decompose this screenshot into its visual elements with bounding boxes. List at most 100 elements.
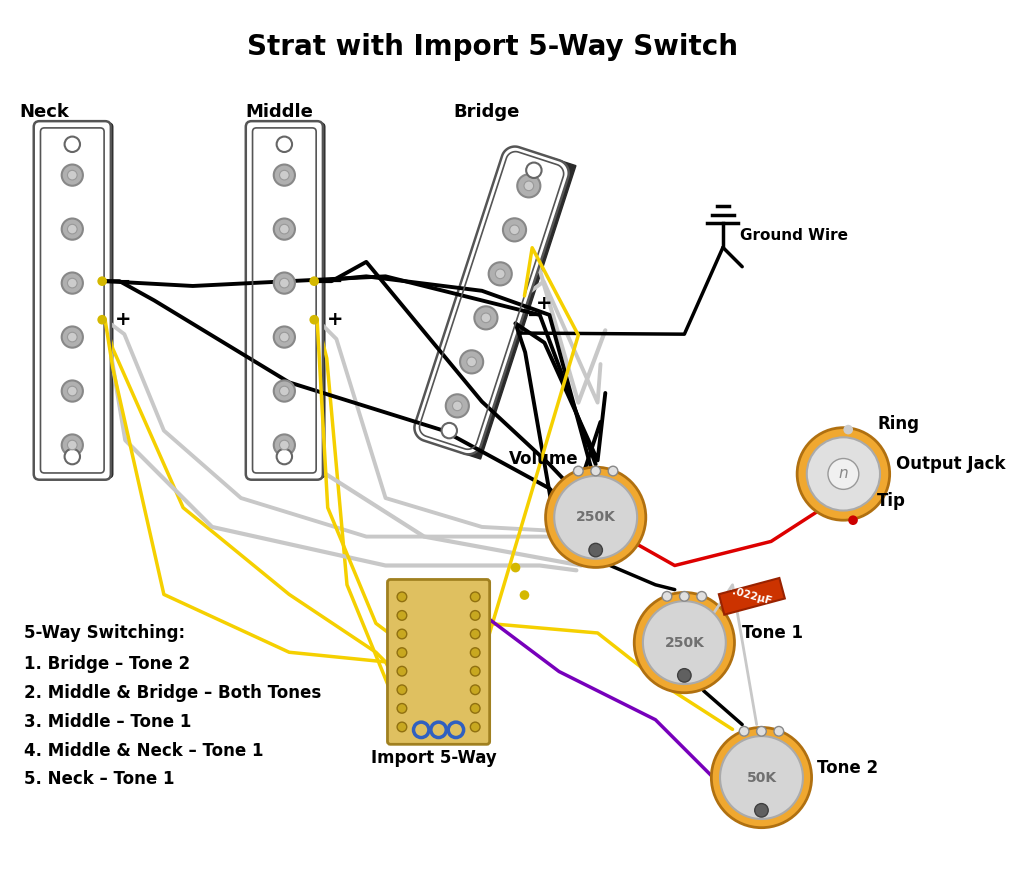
Circle shape — [67, 332, 78, 342]
Circle shape — [280, 386, 289, 396]
Circle shape — [460, 350, 483, 373]
Circle shape — [643, 601, 726, 684]
Circle shape — [397, 592, 406, 601]
Circle shape — [61, 326, 83, 347]
Circle shape — [61, 218, 83, 240]
Circle shape — [510, 563, 521, 572]
Circle shape — [61, 380, 83, 402]
Text: 50K: 50K — [746, 771, 777, 785]
Circle shape — [712, 727, 812, 828]
Circle shape — [67, 386, 78, 396]
Text: 1. Bridge – Tone 2: 1. Bridge – Tone 2 — [25, 655, 190, 673]
Circle shape — [471, 592, 480, 601]
Circle shape — [495, 269, 505, 279]
Circle shape — [280, 332, 289, 342]
Circle shape — [441, 423, 457, 438]
Circle shape — [309, 276, 319, 286]
Circle shape — [67, 170, 78, 180]
Text: Import 5-Way: Import 5-Way — [371, 749, 496, 767]
Text: −: − — [114, 272, 131, 290]
Text: Tone 2: Tone 2 — [818, 759, 878, 777]
Text: Strat with Import 5-Way Switch: Strat with Import 5-Way Switch — [247, 33, 738, 61]
Circle shape — [67, 225, 78, 234]
Text: Output Jack: Output Jack — [896, 455, 1006, 473]
Circle shape — [397, 629, 406, 639]
Circle shape — [274, 326, 295, 347]
Text: 5-Way Switching:: 5-Way Switching: — [25, 624, 185, 642]
Circle shape — [274, 165, 295, 185]
Circle shape — [309, 315, 319, 324]
Circle shape — [774, 726, 784, 736]
Text: +: + — [114, 310, 132, 329]
Circle shape — [97, 276, 107, 286]
Circle shape — [471, 629, 480, 639]
Text: Tip: Tip — [877, 492, 906, 510]
Circle shape — [397, 722, 406, 732]
Text: −: − — [327, 272, 343, 290]
Circle shape — [471, 648, 480, 658]
Circle shape — [757, 726, 767, 736]
Circle shape — [697, 592, 707, 601]
Circle shape — [467, 357, 477, 367]
Circle shape — [545, 467, 646, 568]
Circle shape — [277, 449, 292, 464]
Circle shape — [755, 804, 768, 817]
Circle shape — [475, 307, 497, 330]
FancyBboxPatch shape — [246, 121, 323, 479]
Circle shape — [524, 181, 534, 191]
Text: Ring: Ring — [877, 415, 919, 433]
Text: 2. Middle & Bridge – Both Tones: 2. Middle & Bridge – Both Tones — [25, 683, 322, 702]
Circle shape — [848, 515, 858, 525]
Circle shape — [609, 466, 618, 476]
Text: 250K: 250K — [576, 511, 616, 524]
Circle shape — [471, 722, 480, 732]
Circle shape — [720, 736, 803, 819]
Circle shape — [97, 315, 107, 324]
Circle shape — [274, 273, 295, 294]
Circle shape — [64, 449, 80, 464]
Circle shape — [397, 704, 406, 713]
Circle shape — [509, 225, 520, 234]
Circle shape — [471, 666, 480, 676]
Circle shape — [64, 136, 80, 152]
Circle shape — [274, 435, 295, 455]
Circle shape — [843, 425, 853, 435]
Circle shape — [471, 610, 480, 620]
Circle shape — [397, 666, 406, 676]
Circle shape — [274, 380, 295, 402]
Circle shape — [61, 165, 83, 185]
Circle shape — [61, 273, 83, 294]
Text: 4. Middle & Neck – Tone 1: 4. Middle & Neck – Tone 1 — [25, 741, 263, 759]
Circle shape — [526, 162, 541, 178]
Circle shape — [280, 225, 289, 234]
Circle shape — [61, 435, 83, 455]
Circle shape — [503, 218, 526, 241]
Polygon shape — [719, 578, 785, 615]
Circle shape — [678, 668, 691, 683]
Circle shape — [277, 136, 292, 152]
Circle shape — [280, 170, 289, 180]
Circle shape — [471, 685, 480, 695]
Circle shape — [397, 685, 406, 695]
Circle shape — [280, 440, 289, 450]
Circle shape — [489, 262, 512, 285]
Text: 5. Neck – Tone 1: 5. Neck – Tone 1 — [25, 771, 175, 789]
Circle shape — [520, 590, 529, 600]
Circle shape — [67, 278, 78, 288]
Text: 250K: 250K — [665, 635, 704, 650]
Text: Neck: Neck — [19, 103, 69, 121]
Circle shape — [663, 592, 672, 601]
Circle shape — [397, 610, 406, 620]
Circle shape — [471, 704, 480, 713]
Circle shape — [828, 459, 859, 489]
Circle shape — [518, 175, 540, 198]
Circle shape — [397, 648, 406, 658]
Polygon shape — [458, 159, 576, 459]
Circle shape — [634, 593, 734, 692]
Circle shape — [574, 466, 583, 476]
Circle shape — [446, 395, 469, 417]
Text: Bridge: Bridge — [453, 103, 520, 121]
Text: −: − — [527, 307, 543, 325]
Text: Middle: Middle — [246, 103, 313, 121]
Text: +: + — [536, 294, 552, 313]
